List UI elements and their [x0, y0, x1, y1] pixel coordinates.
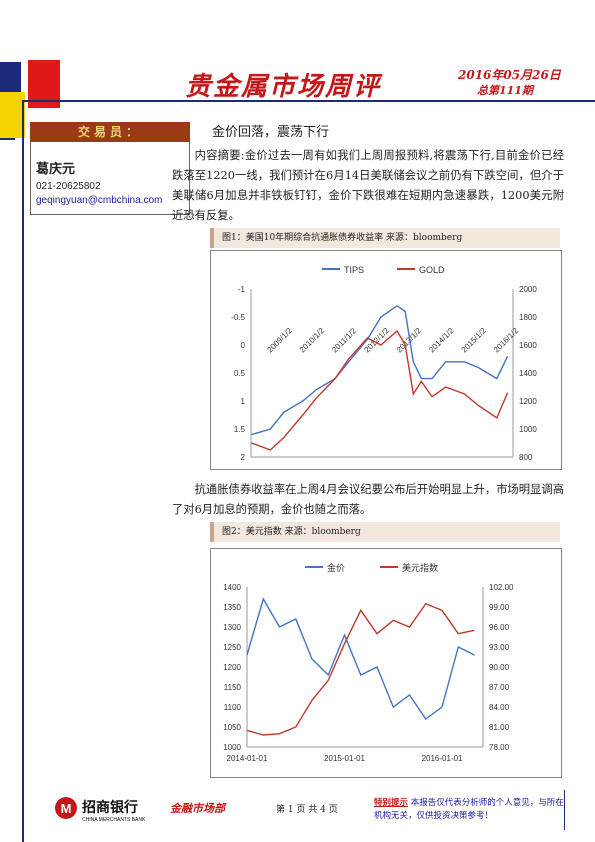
right-tick-label: 93.00 [489, 643, 510, 652]
trader-name: 葛庆元 [36, 162, 76, 177]
trader-box [30, 142, 190, 215]
figure-1-caption: 图1：美国10年期综合抗通胀债券收益率 来源：bloomberg [210, 228, 560, 248]
left-tick-label: 1200 [223, 663, 241, 672]
right-tick-label: 78.00 [489, 743, 510, 752]
legend-label: TIPS [344, 265, 364, 275]
left-tick-label: 1400 [223, 583, 241, 592]
left-tick-label: -1 [238, 285, 246, 294]
report-date: 2016年05月26日 [458, 68, 561, 82]
legend-label: 金价 [327, 562, 345, 573]
legend-label: 美元指数 [402, 562, 438, 573]
decor-bar [15, 62, 21, 92]
right-tick-label: 2000 [519, 285, 537, 294]
right-tick-label: 81.00 [489, 723, 510, 732]
x-tick-label: 2014/1/2 [427, 326, 456, 355]
tips-gold-chart: TIPS GOLD -1 -0.5 0 0.5 1 1.5 2 2000 1800 1600 1400 1… [231, 265, 537, 462]
figure-1-frame: TIPS GOLD -1 -0.5 0 0.5 1 1.5 2 2000 1800 1600 1400 1… [210, 250, 562, 470]
page-number: 第 1 页 共 4 页 [276, 805, 338, 815]
right-tick-label: 90.00 [489, 663, 510, 672]
left-tick-label: 0.5 [234, 369, 246, 378]
decor-line [22, 100, 595, 102]
right-tick-label: 1200 [519, 397, 537, 406]
right-tick-label: 800 [519, 453, 533, 462]
left-tick-label: 2 [241, 453, 246, 462]
x-tick-label: 2016/1/2 [492, 326, 521, 355]
left-tick-label: 1.5 [234, 425, 246, 434]
x-tick-label: 2014-01-01 [227, 754, 268, 763]
x-tick-label: 2015-01-01 [324, 754, 365, 763]
report-issue: 总第111期 [477, 84, 533, 97]
series-line-TIPS [251, 304, 509, 436]
svg-text:M: M [61, 801, 72, 816]
right-tick-label: 84.00 [489, 703, 510, 712]
decor-line [564, 790, 565, 830]
left-tick-label: 1250 [223, 643, 241, 652]
right-tick-label: 1000 [519, 425, 537, 434]
left-tick-label: 1100 [224, 703, 242, 712]
x-tick-label: 2009/1/2 [265, 326, 294, 355]
left-tick-label: 1050 [223, 723, 241, 732]
right-tick-label: 1600 [519, 341, 537, 350]
left-tick-label: 1 [241, 397, 246, 406]
decor-bar [0, 92, 25, 138]
series-line-GOLD [251, 329, 509, 451]
left-tick-label: 1350 [223, 603, 241, 612]
logo-mark-icon [55, 797, 77, 819]
report-title: 贵金属市场周评 [185, 72, 382, 102]
decor-line [22, 100, 24, 842]
left-tick-label: 0 [241, 341, 246, 350]
x-tick-label: 2011/1/2 [330, 326, 358, 354]
figure-2-caption: 图2：美元指数 来源：bloomberg [210, 522, 560, 542]
series-line-金价 [246, 597, 475, 720]
x-tick-label: 2010/1/2 [298, 326, 327, 355]
figure-2-frame: 金价 美元指数 1400 1350 1300 1250 1200 1150 1100 1050 10… [210, 548, 562, 778]
trader-email[interactable]: geqingyuan@cmbchina.com [36, 195, 163, 206]
svg-text:CHINA MERCHANTS BANK: CHINA MERCHANTS BANK [82, 817, 146, 823]
gold-dxy-chart: 金价 美元指数 1400 1350 1300 1250 1200 1150 1100 1050 10… [223, 562, 514, 763]
bank-logo: M 招商银行 CHINA MERCHANTS BANK [54, 795, 214, 823]
disclaimer: 特别提示 本报告仅代表分析师的个人意见，与所在机构无关，仅供投资决策参考！ [374, 797, 564, 823]
article-summary: 内容摘要:金价过去一周有如我们上周周报预料,将震荡下行,目前金价已经跌落至122… [172, 149, 564, 222]
left-tick-label: 1150 [224, 683, 242, 692]
right-tick-label: 96.00 [489, 623, 510, 632]
article-headline: 金价回落，震荡下行 [212, 125, 330, 140]
x-tick-label: 2015/1/2 [460, 326, 489, 355]
left-tick-label: 1300 [223, 623, 241, 632]
disclaimer-text: 本报告仅代表分析师的个人意见，与所在机构无关，仅供投资决策参考！ [374, 798, 564, 821]
article-paragraph-2: 抗通胀债券收益率在上周4月会议纪要公布后开始明显上升，市场明显调高了对6月加息的… [172, 483, 564, 516]
left-tick-label: -0.5 [231, 313, 245, 322]
svg-text:招商银行: 招商银行 [82, 799, 138, 815]
right-tick-label: 87.00 [489, 683, 510, 692]
x-tick-label: 2016-01-01 [422, 754, 463, 763]
disclaimer-label: 特别提示 [374, 798, 409, 808]
legend-label: GOLD [419, 265, 445, 275]
department-name: 金融市场部 [170, 802, 225, 815]
trader-phone: 021-20625802 [36, 181, 101, 192]
right-tick-label: 1400 [519, 369, 537, 378]
right-tick-label: 102.00 [489, 583, 514, 592]
right-tick-label: 1800 [519, 313, 537, 322]
trader-heading: 交易员： [30, 122, 190, 142]
left-tick-label: 1000 [223, 743, 241, 752]
series-line-美元指数 [246, 602, 475, 736]
right-tick-label: 99.00 [489, 603, 510, 612]
